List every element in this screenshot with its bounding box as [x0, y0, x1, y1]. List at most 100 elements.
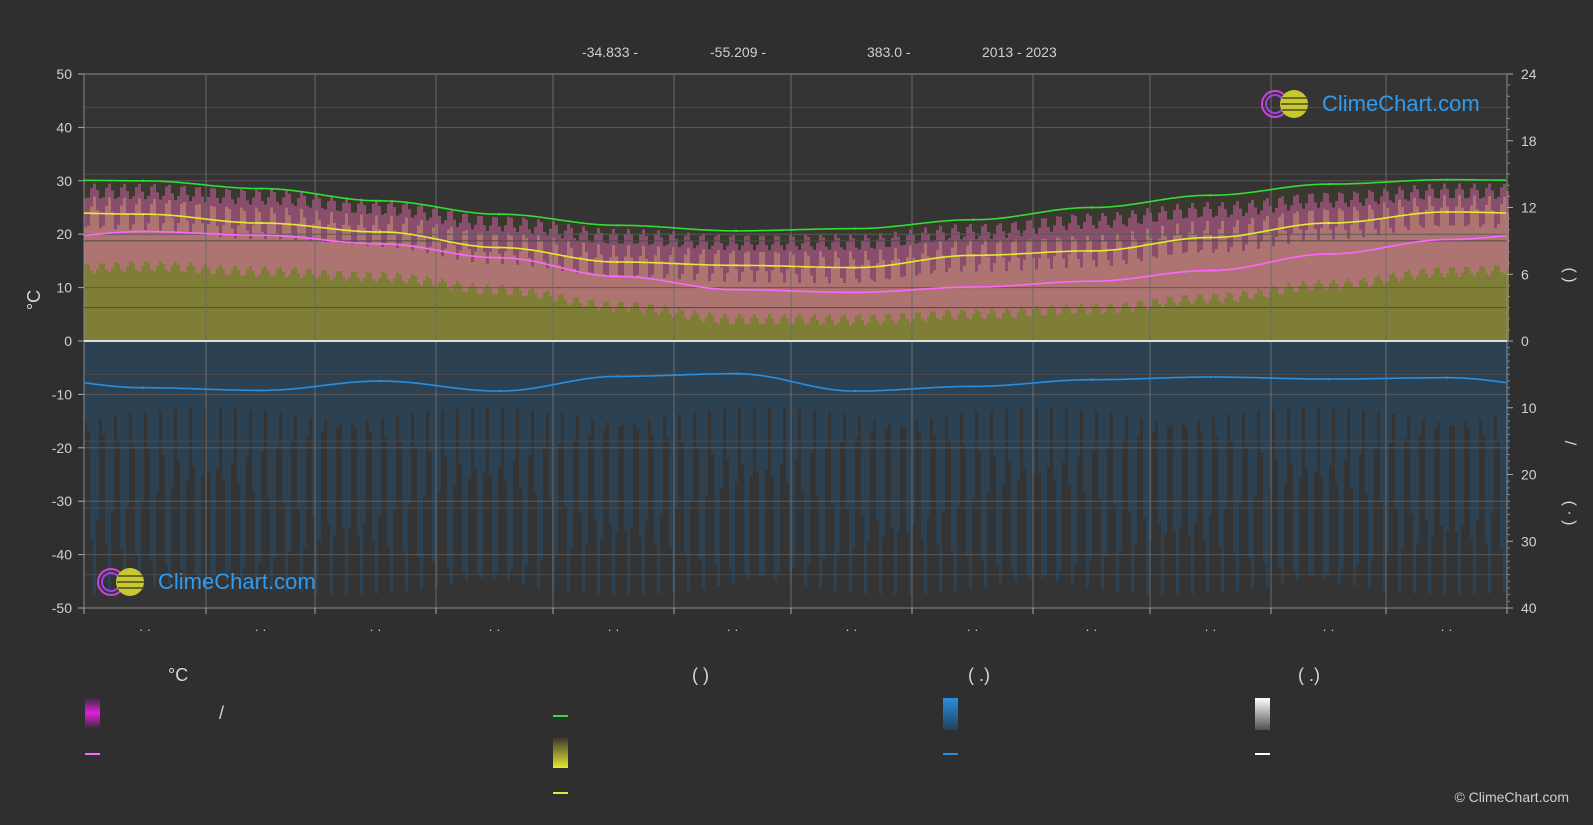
precipitation-band	[129, 341, 132, 414]
temperature-band	[1071, 214, 1074, 315]
precipitation-band	[243, 341, 246, 567]
precipitation-band	[1128, 341, 1131, 512]
sunshine-band	[762, 252, 765, 341]
temperature-band	[105, 187, 108, 270]
temperature-band	[843, 249, 846, 315]
precipitation-band	[1470, 341, 1473, 539]
precipitation-band	[1218, 341, 1221, 548]
temperature-band	[861, 240, 864, 321]
precipitation-band	[792, 341, 795, 568]
temperature-band	[753, 250, 756, 315]
precipitation-band	[837, 341, 840, 554]
temperature-band	[909, 229, 912, 323]
logo-bottom[interactable]: ClimeChart.com	[96, 567, 316, 597]
temperature-band	[84, 198, 87, 265]
temperature-band	[591, 242, 594, 300]
sunshine-band	[1182, 253, 1185, 341]
precipitation-band	[411, 341, 414, 413]
precipitation-band	[420, 341, 423, 590]
daylight-point	[379, 199, 382, 203]
temperature-band	[213, 188, 216, 274]
temperature-band	[801, 243, 804, 319]
temperature-band	[762, 235, 765, 324]
sunshine-band	[807, 255, 810, 341]
sunshine-band	[510, 235, 513, 341]
sunshine-band	[279, 239, 282, 341]
temperature-band	[1095, 228, 1098, 304]
sunshine-band	[639, 255, 642, 341]
temperature-band	[225, 188, 228, 275]
sunshine-band	[1023, 259, 1026, 341]
precipitation-band	[1404, 341, 1407, 439]
sunshine-band	[615, 256, 618, 341]
precipitation-band	[609, 341, 612, 526]
temperature-band	[690, 240, 693, 316]
temperature-band	[645, 235, 648, 310]
precipitation-band	[972, 341, 975, 499]
temperature-band	[1455, 188, 1458, 274]
temperature-band	[540, 222, 543, 298]
temperature-band	[171, 193, 174, 267]
sunshine-band	[174, 232, 177, 341]
temperature-band	[624, 234, 627, 309]
precipitation-point	[379, 379, 382, 383]
sunshine-band	[84, 227, 87, 341]
sunshine-band	[561, 270, 564, 341]
precipitation-band	[507, 341, 510, 583]
precipitation-band	[261, 341, 264, 452]
precipitation-band	[963, 341, 966, 446]
temperature-band	[1035, 233, 1038, 307]
temperature-band	[330, 195, 333, 281]
sunshine-band	[609, 257, 612, 341]
sunshine-band	[519, 251, 522, 341]
sunshine-band	[912, 257, 915, 341]
precipitation-band	[1425, 341, 1428, 520]
precipitation-band	[1230, 341, 1233, 442]
precipitation-band	[492, 341, 495, 579]
precipitation-band	[948, 341, 951, 441]
precipitation-band	[216, 341, 219, 469]
sunshine-band	[765, 271, 768, 341]
sunshine-band	[498, 253, 501, 341]
sunshine-band	[1449, 225, 1452, 341]
temperature-band	[684, 235, 687, 318]
temperature-band	[924, 227, 927, 322]
sunshine-band	[192, 223, 195, 341]
logo-icon	[1261, 90, 1308, 118]
temperature-band	[1395, 194, 1398, 278]
sunshine-band	[132, 224, 135, 341]
temperature-band	[570, 228, 573, 304]
precipitation-band	[327, 341, 330, 523]
sunshine-band	[255, 207, 258, 341]
precipitation-band	[564, 341, 567, 507]
temperature-band	[1488, 183, 1491, 276]
precipitation-band	[723, 341, 726, 410]
precipitation-band	[1392, 341, 1395, 414]
right-tick-label: 40	[1521, 600, 1537, 616]
temperature-band	[438, 216, 441, 283]
temperature-band	[1290, 205, 1293, 287]
temperature-band	[420, 203, 423, 286]
mean-temp-point	[972, 285, 975, 289]
sunshine-band	[1287, 243, 1290, 341]
sunshine-band	[285, 207, 288, 341]
precipitation-band	[945, 341, 948, 416]
precipitation-band	[663, 341, 666, 417]
temperature-band	[567, 223, 570, 306]
sunshine-band	[951, 247, 954, 341]
temperature-band	[564, 230, 567, 300]
precipitation-band	[102, 341, 105, 435]
right-axis-label-bottom: ( · )	[1561, 501, 1578, 526]
sunshine-band	[276, 233, 279, 341]
sunshine-band	[1098, 251, 1101, 341]
sunshine-band	[888, 279, 891, 341]
left-tick-label: 40	[56, 119, 72, 135]
mean-temp-point	[1209, 269, 1212, 272]
sunshine-band	[663, 278, 666, 341]
sunshine-band	[987, 256, 990, 341]
sunshine-band	[1410, 212, 1413, 341]
temperature-band	[1188, 208, 1191, 302]
precipitation-band	[489, 341, 492, 475]
logo-top[interactable]: ClimeChart.com	[1260, 89, 1480, 119]
sunshine-band	[450, 227, 453, 341]
